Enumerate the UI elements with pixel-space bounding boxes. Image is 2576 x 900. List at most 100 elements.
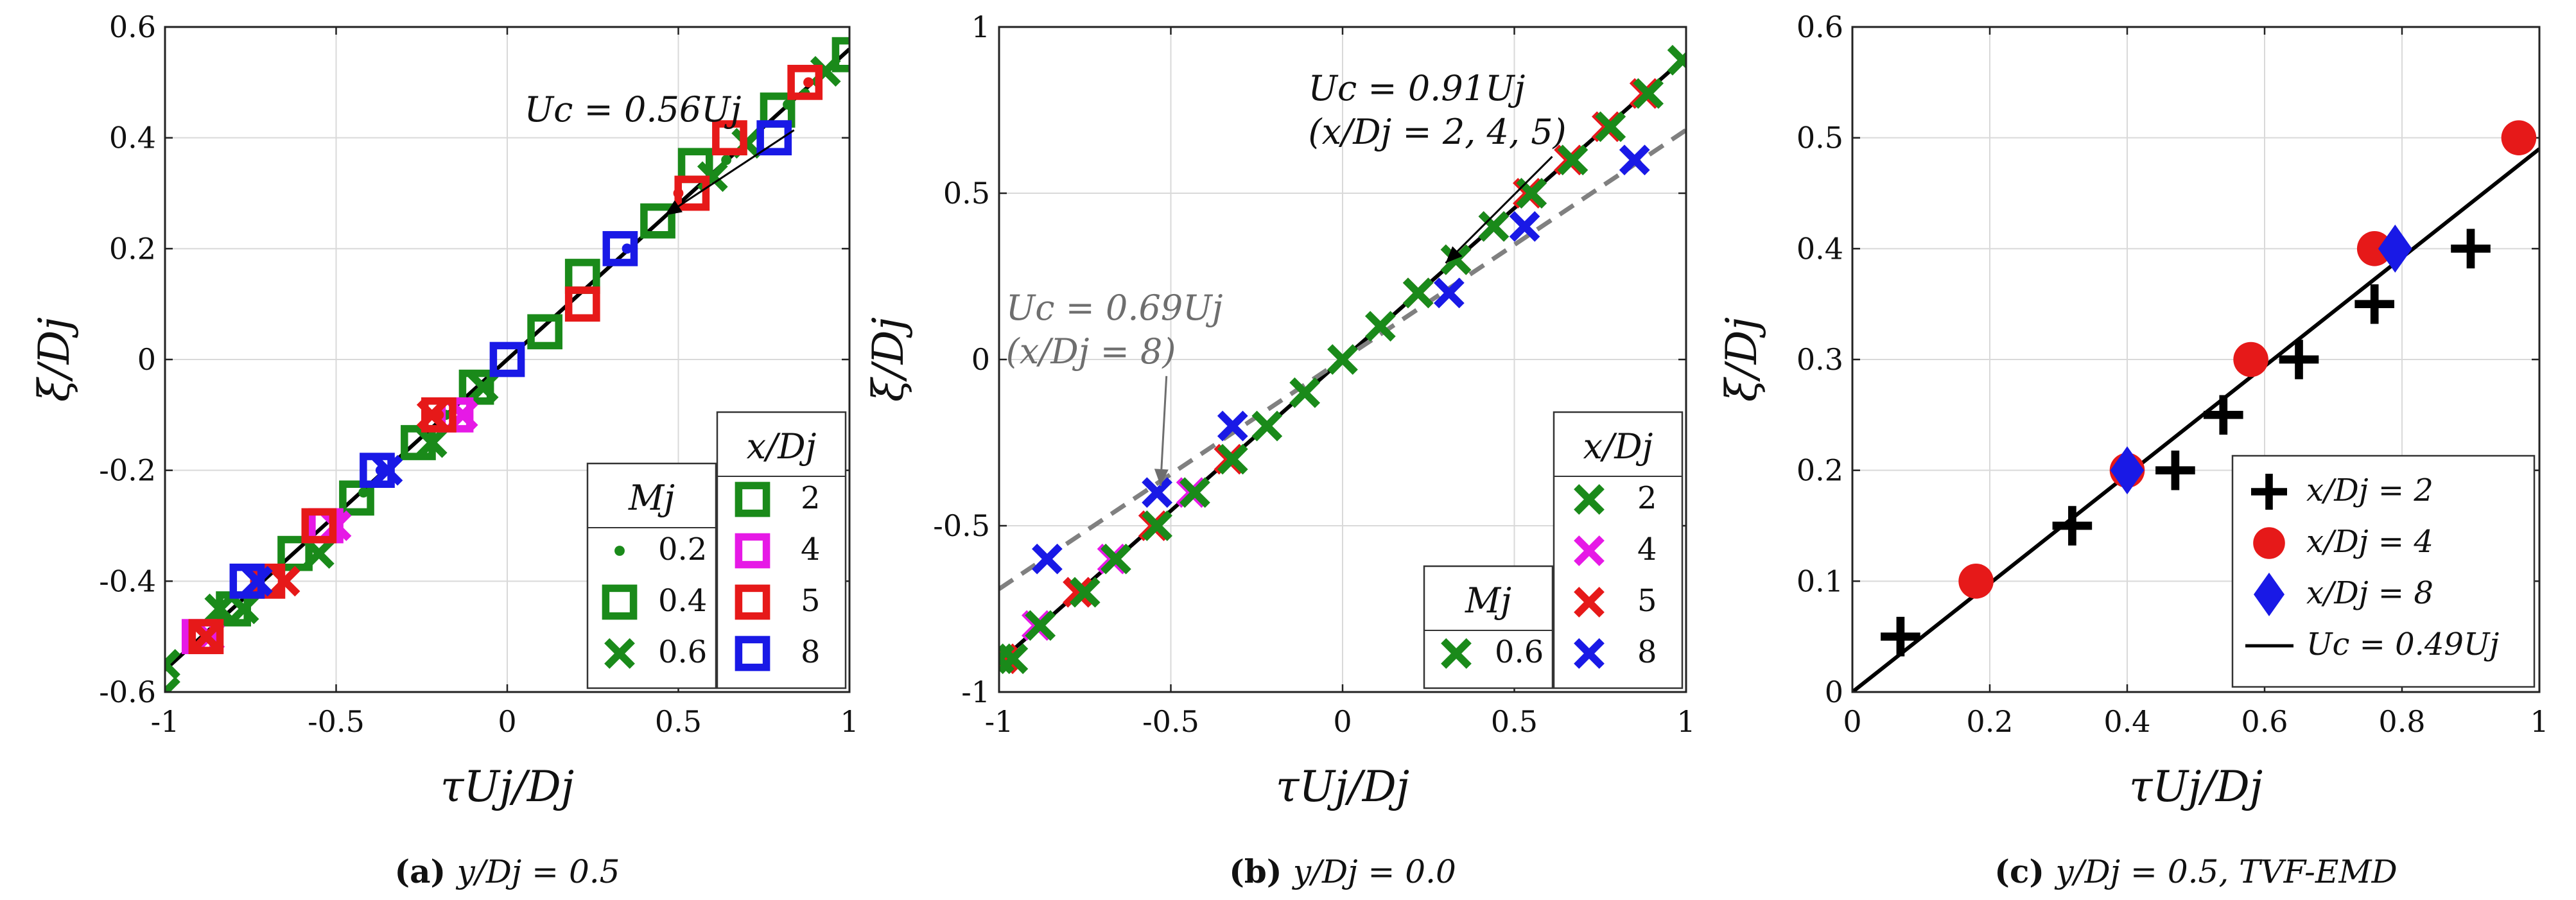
annotation-text-2: (x/Dj = 2, 4, 5) <box>1309 112 1567 152</box>
legend-mach-title: Mj <box>628 478 675 518</box>
data-point <box>1327 344 1358 375</box>
x-axis-label: τUj/Dj <box>440 762 574 811</box>
legend-label: 4 <box>1637 532 1657 567</box>
legend-marker <box>1574 535 1605 566</box>
annotation-arrow <box>1159 376 1168 486</box>
x-tick-label: -0.5 <box>308 704 365 739</box>
annotation-text: Uc = 0.69Uj <box>1006 288 1223 328</box>
data-point <box>1025 610 1056 641</box>
caption: (b) y/Dj = 0.0 <box>1229 852 1456 890</box>
legend-label: x/Dj = 4 <box>2306 524 2433 560</box>
y-tick-label: 0.6 <box>1797 10 1843 44</box>
y-tick-label: 0.5 <box>1797 121 1843 155</box>
panel-b: -1 -0.5 0 0.5 1 -1 -0.5 0 0.5 1 τUj/Dj ξ/Dj (b) y/Dj… <box>864 10 1696 890</box>
legend-label: 0.6 <box>658 634 707 670</box>
y-tick-label: -0.6 <box>99 675 156 709</box>
y-tick-label: 0.2 <box>1797 453 1843 488</box>
legend-marker <box>602 584 638 620</box>
data-point <box>372 454 403 486</box>
data-point <box>416 427 448 458</box>
data-point <box>2501 120 2537 155</box>
legend-marker <box>1574 484 1605 515</box>
fit-line <box>1852 147 2539 692</box>
y-tick-label: 0 <box>137 342 156 377</box>
y-tick-label: -0.4 <box>99 564 156 598</box>
annotation-arrow <box>1445 155 1553 264</box>
y-tick-label: -1 <box>961 675 990 709</box>
x-tick-label: 1 <box>840 704 858 739</box>
data-point <box>999 643 1029 675</box>
data-point <box>2110 446 2145 495</box>
y-tick-label: 0.4 <box>1797 231 1843 266</box>
data-point <box>564 286 600 322</box>
y-tick-label: 0.2 <box>109 231 156 266</box>
plot-frame <box>998 26 1687 693</box>
legend-label: 0.2 <box>658 532 707 567</box>
data-point <box>1101 543 1131 575</box>
legend-mach-title: Mj <box>1465 580 1511 621</box>
legend-marker <box>1574 587 1605 618</box>
data-point <box>204 593 236 625</box>
plot-frame <box>1851 26 2541 693</box>
y-tick-label: 0.3 <box>1797 342 1843 377</box>
data-point <box>602 230 638 266</box>
y-tick-label: -0.2 <box>99 453 156 488</box>
data-point <box>1142 510 1172 541</box>
y-tick-label: 0.5 <box>943 176 990 211</box>
legend-marker <box>1574 638 1605 669</box>
legend-marker <box>2253 527 2285 559</box>
data-point <box>1633 78 1664 109</box>
annotation-text: Uc = 0.56Uj <box>525 89 742 130</box>
data-point <box>1142 477 1172 508</box>
legend-label: Uc = 0.49Uj <box>2306 627 2499 662</box>
legend-label: 0.6 <box>1495 634 1544 670</box>
data-point <box>1958 564 1994 599</box>
data-point <box>467 372 499 403</box>
data-point <box>2451 229 2491 269</box>
legend-label: 8 <box>801 634 821 670</box>
data-point <box>2354 284 2394 324</box>
data-point <box>527 314 562 350</box>
x-tick-label: 0 <box>1843 704 1861 739</box>
data-point <box>1557 144 1588 176</box>
data-point <box>1063 576 1093 608</box>
plot-area-b <box>999 44 1686 675</box>
x-tick-label: 0.4 <box>2103 704 2150 739</box>
annotation-arrowhead <box>1445 246 1463 263</box>
plot-frame <box>164 26 851 693</box>
data-point <box>1667 44 1686 76</box>
y-axis-label: ξ/Dj <box>864 317 913 402</box>
x-tick-label: 1 <box>2530 704 2548 739</box>
data-point <box>1509 211 1540 242</box>
x-tick-label: -1 <box>151 704 180 739</box>
data-point <box>358 487 369 498</box>
data-point <box>165 677 180 692</box>
y-tick-label: 0.4 <box>109 121 156 155</box>
x-tick-label: 0.6 <box>2241 704 2288 739</box>
data-point <box>787 64 823 100</box>
data-point <box>1179 477 1210 508</box>
legend-label: x/Dj = 8 <box>2306 575 2433 611</box>
data-point <box>1402 277 1434 309</box>
annotation-arrowhead <box>665 200 683 216</box>
legend-marker <box>2251 474 2287 510</box>
data-point <box>165 648 180 680</box>
data-point <box>489 342 525 377</box>
legend-label: 8 <box>1637 634 1657 670</box>
data-point <box>564 259 600 294</box>
data-point <box>2204 395 2243 435</box>
x-tick-label: -0.5 <box>1142 704 1199 739</box>
legend-xd <box>1553 411 1684 689</box>
data-point <box>269 566 300 597</box>
data-point <box>416 399 448 431</box>
data-point <box>1478 211 1510 242</box>
legend-marker <box>604 638 635 669</box>
legend-label: 4 <box>801 532 821 567</box>
data-point <box>1289 377 1321 408</box>
y-tick-label: 0 <box>1825 675 1843 709</box>
x-tick-label: 0.8 <box>2378 704 2425 739</box>
panel-a: -1 -0.5 0 0.5 1 -0.6 -0.4 -0.2 0 0.2 0.4 0.6 τUj/Dj ξ… <box>30 10 859 890</box>
y-axis-label: ξ/Dj <box>30 317 79 402</box>
x-axis-label: τUj/Dj <box>2129 762 2263 811</box>
y-tick-label: 0.6 <box>109 10 156 44</box>
